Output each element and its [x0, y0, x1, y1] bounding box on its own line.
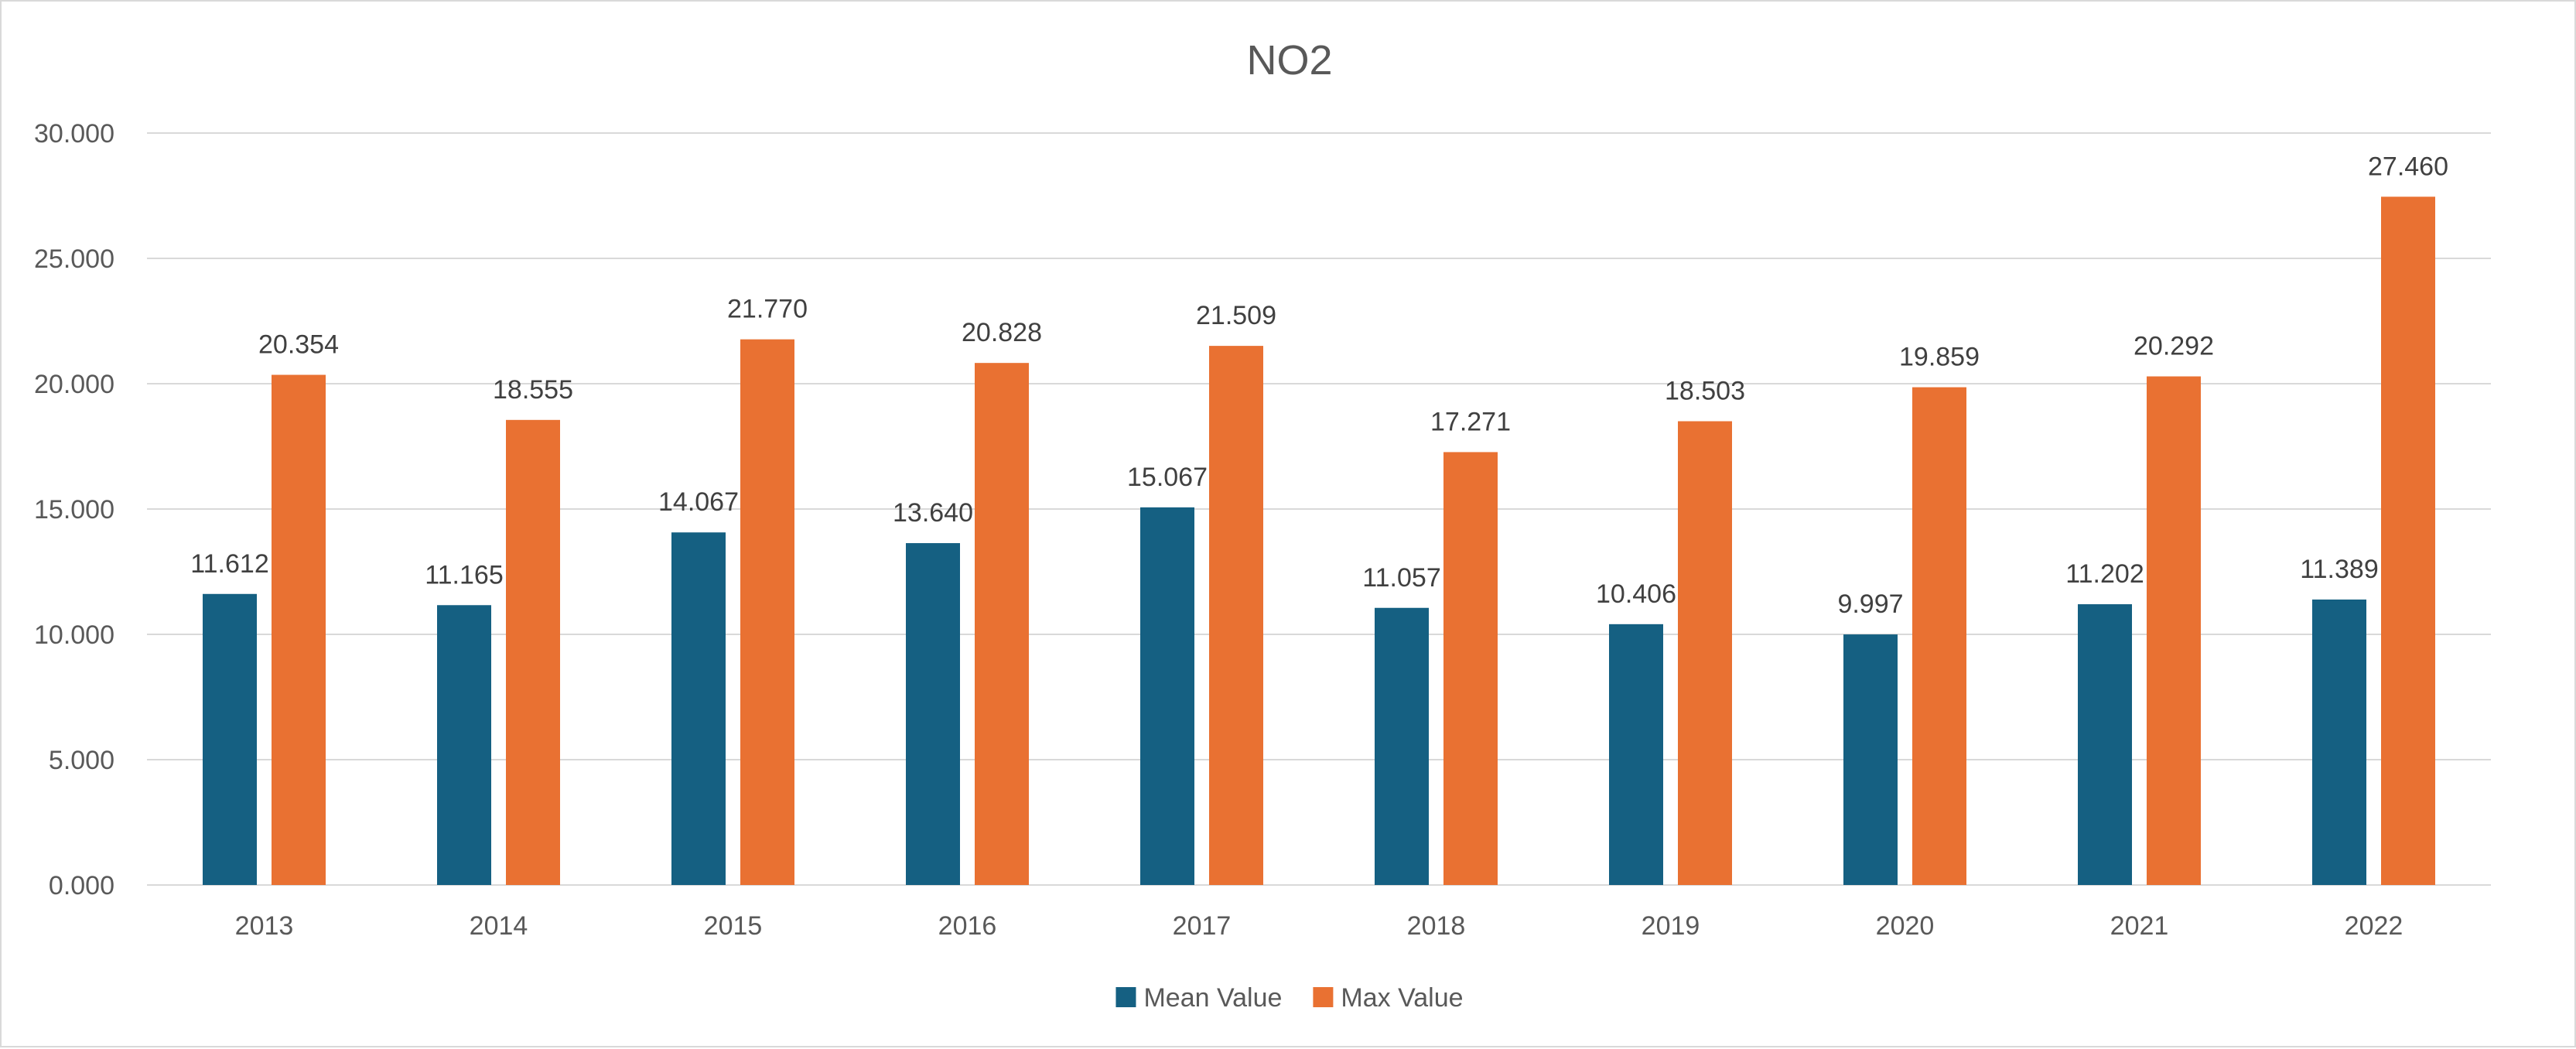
bar-mean-2015: [671, 532, 726, 885]
y-tick-label: 30.000: [34, 119, 114, 149]
data-label: 27.460: [2368, 152, 2448, 181]
bars: [203, 196, 2435, 886]
x-axis-tick-labels: 2013 2014 2015 2016 2017 2018 2019 2020 2021 2022: [235, 911, 2403, 941]
data-label: 18.555: [493, 375, 573, 405]
data-label: 20.354: [258, 330, 339, 360]
data-label: 11.612: [190, 549, 268, 579]
bar-mean-2018: [1375, 607, 1429, 885]
gridlines: [147, 132, 2491, 886]
data-label: 14.067: [658, 487, 739, 517]
legend-swatch: [1115, 987, 1136, 1007]
bar-mean-2022: [2312, 599, 2366, 885]
legend-label: Mean Value: [1143, 983, 1282, 1013]
legend-item: Mean Value: [1115, 983, 1282, 1013]
legend-swatch: [1313, 987, 1334, 1007]
bar-max-2022: [2381, 196, 2435, 885]
data-label: 10.406: [1596, 579, 1676, 609]
y-tick-label: 10.000: [34, 620, 114, 650]
y-axis-tick-labels: 0.000 5.000 10.000 15.000 20.000 25.000 30.000: [34, 119, 114, 900]
data-label: 13.640: [893, 498, 973, 528]
bar-mean-2020: [1843, 634, 1898, 885]
bar-max-2017: [1209, 346, 1263, 885]
x-tick-label: 2022: [2345, 911, 2403, 941]
bar-mean-2016: [906, 543, 960, 885]
x-tick-label: 2017: [1173, 911, 1232, 941]
data-label: 11.165: [425, 560, 503, 589]
bar-mean-2021: [2078, 604, 2132, 885]
x-tick-label: 2018: [1407, 911, 1466, 941]
bar-max-2013: [272, 374, 326, 885]
legend: Mean Value Max Value: [1115, 983, 1464, 1013]
data-label: 21.770: [727, 295, 808, 324]
data-label: 15.067: [1127, 463, 1208, 492]
bar-mean-2019: [1609, 624, 1663, 885]
bar-max-2015: [740, 339, 794, 886]
chart-title: NO2: [1246, 37, 1332, 84]
bar-mean-2014: [437, 605, 491, 885]
bar-max-2021: [2147, 376, 2201, 886]
y-tick-label: 0.000: [49, 871, 114, 900]
data-label: 19.859: [1899, 343, 1980, 372]
bar-max-2019: [1678, 421, 1732, 885]
data-labels: 11.612 20.354 11.165 18.555 14.067 21.770 13.6…: [190, 152, 2448, 619]
x-tick-label: 2013: [235, 911, 294, 941]
x-tick-label: 2021: [2110, 911, 2169, 941]
legend-label: Max Value: [1341, 983, 1463, 1013]
x-tick-label: 2014: [470, 911, 528, 941]
data-label: 21.509: [1196, 301, 1276, 330]
y-tick-label: 15.000: [34, 495, 114, 524]
data-label: 20.292: [2134, 332, 2214, 361]
data-label: 17.271: [1430, 407, 1511, 436]
data-label: 9.997: [1837, 589, 1903, 619]
y-tick-label: 20.000: [34, 370, 114, 399]
y-tick-label: 25.000: [34, 244, 114, 274]
bar-max-2020: [1912, 387, 1966, 886]
x-tick-label: 2019: [1642, 911, 1700, 941]
y-tick-label: 5.000: [49, 746, 114, 775]
bar-max-2016: [975, 363, 1029, 885]
x-tick-label: 2016: [938, 911, 997, 941]
data-label: 18.503: [1665, 377, 1745, 406]
bar-mean-2017: [1140, 507, 1194, 885]
legend-item: Max Value: [1313, 983, 1464, 1013]
data-label: 11.202: [2065, 559, 2144, 589]
bar-mean-2013: [203, 593, 257, 885]
x-tick-label: 2015: [704, 911, 763, 941]
data-label: 11.057: [1362, 563, 1440, 593]
bar-max-2014: [506, 419, 560, 885]
x-tick-label: 2020: [1876, 911, 1935, 941]
bar-max-2018: [1443, 452, 1498, 885]
data-label: 20.828: [962, 318, 1042, 347]
data-label: 11.389: [2300, 555, 2378, 584]
